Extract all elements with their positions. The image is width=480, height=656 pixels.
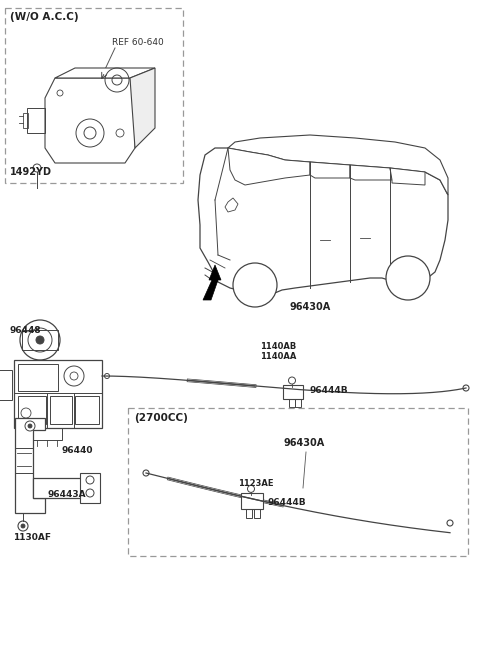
Bar [75,396,99,424]
Polygon shape [33,478,90,498]
Text: 1140AA: 1140AA [260,352,296,361]
Bar [295,398,301,407]
Bar [14,360,102,428]
Text: 1123AE: 1123AE [238,479,274,488]
Circle shape [386,256,430,300]
Polygon shape [350,165,392,180]
Polygon shape [228,135,448,195]
Bar [50,396,72,424]
Polygon shape [130,68,155,148]
Polygon shape [45,78,135,163]
Text: 96440: 96440 [62,446,94,455]
Text: 1130AF: 1130AF [13,533,51,542]
Circle shape [36,336,44,344]
Bar [241,493,263,509]
Bar [246,509,252,518]
Text: (2700CC): (2700CC) [134,413,188,423]
Circle shape [28,424,32,428]
Text: REF 60-640: REF 60-640 [112,38,164,47]
Polygon shape [390,168,425,185]
Polygon shape [225,198,238,212]
Text: 96443A: 96443A [47,490,85,499]
Text: 1492YD: 1492YD [10,167,52,177]
Circle shape [20,320,60,360]
Circle shape [233,263,277,307]
Bar [128,408,468,556]
Text: 96430A: 96430A [289,302,331,312]
Bar [289,398,295,407]
Polygon shape [15,418,45,513]
Polygon shape [203,265,221,300]
Bar [80,473,100,503]
Polygon shape [198,148,448,295]
Bar [22,330,58,350]
Bar [27,108,45,133]
Bar [18,396,46,424]
Bar [254,509,260,518]
Bar [5,8,183,183]
Text: 96448: 96448 [10,326,42,335]
Polygon shape [55,68,155,78]
Text: 1140AB: 1140AB [260,342,296,351]
Bar [18,364,58,391]
Polygon shape [228,148,310,185]
Text: 96430A: 96430A [283,438,324,448]
Circle shape [25,421,35,431]
Text: (W/O A.C.C): (W/O A.C.C) [10,12,79,22]
Bar [23,113,28,128]
Bar [283,384,303,398]
Polygon shape [310,162,350,178]
Text: 96444B: 96444B [267,499,306,507]
Bar [0,370,12,400]
Text: 96444B: 96444B [309,386,348,395]
Bar [32,428,62,440]
Circle shape [21,524,25,528]
